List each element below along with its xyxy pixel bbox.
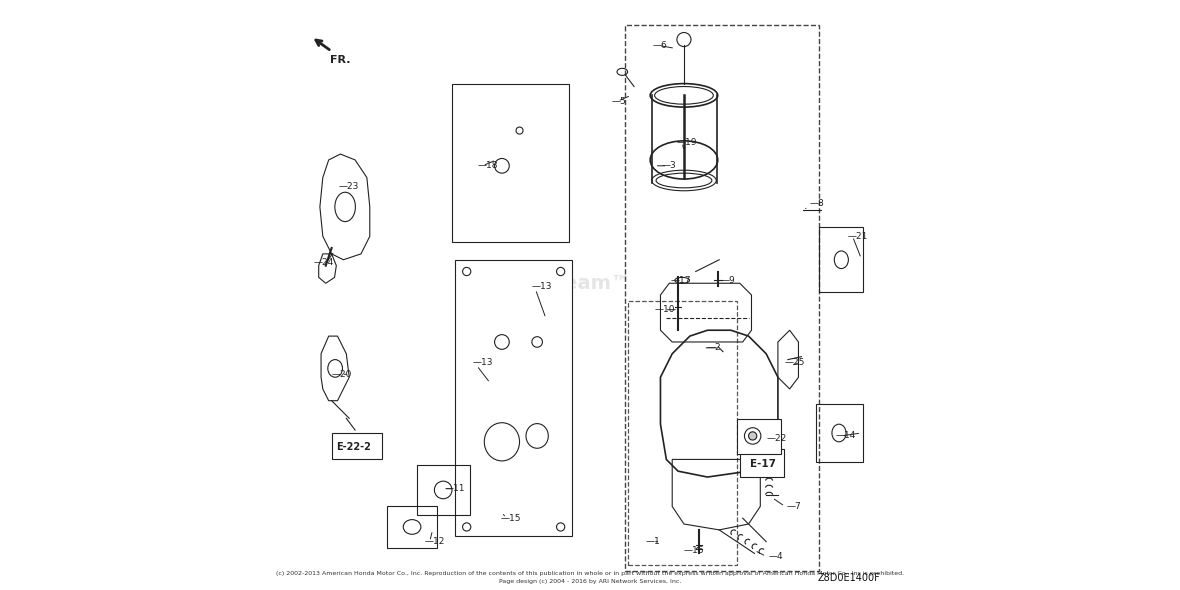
Text: —4: —4 — [768, 552, 784, 561]
Text: E-17: E-17 — [750, 458, 776, 468]
Text: —14: —14 — [835, 431, 856, 440]
Text: —10: —10 — [655, 305, 675, 314]
FancyBboxPatch shape — [740, 449, 784, 477]
Text: —11: —11 — [445, 484, 465, 493]
FancyBboxPatch shape — [332, 433, 381, 460]
Text: —3: —3 — [662, 161, 676, 171]
Text: —16: —16 — [684, 546, 704, 555]
Text: —12: —12 — [425, 537, 445, 546]
Polygon shape — [452, 84, 570, 242]
Text: FR.: FR. — [330, 55, 350, 65]
Text: —13: —13 — [472, 358, 493, 367]
Text: —24: —24 — [314, 258, 334, 267]
Text: —17: —17 — [671, 276, 691, 285]
Polygon shape — [455, 260, 572, 536]
Text: —25: —25 — [785, 358, 805, 367]
Text: —5: —5 — [611, 97, 627, 106]
Text: E-22-2: E-22-2 — [336, 441, 372, 451]
Circle shape — [748, 432, 756, 440]
Text: —22: —22 — [766, 434, 786, 443]
Text: (c) 2002-2013 American Honda Motor Co., Inc. Reproduction of the contents of thi: (c) 2002-2013 American Honda Motor Co., … — [276, 572, 904, 576]
Text: Z8D0E1400F: Z8D0E1400F — [818, 573, 880, 583]
Text: —21: —21 — [847, 232, 867, 241]
Text: —20: —20 — [332, 370, 352, 379]
Text: —19: —19 — [677, 138, 697, 147]
Text: —15: —15 — [500, 514, 522, 523]
Text: —2: —2 — [707, 343, 721, 352]
Text: —13: —13 — [531, 281, 552, 291]
Text: —23: —23 — [339, 182, 359, 191]
Text: —7: —7 — [786, 502, 801, 511]
FancyBboxPatch shape — [736, 419, 781, 454]
Text: —8: —8 — [809, 199, 825, 208]
Text: —6: —6 — [653, 41, 668, 50]
Text: Page design (c) 2004 - 2016 by ARI Network Services, Inc.: Page design (c) 2004 - 2016 by ARI Netwo… — [499, 579, 681, 584]
Text: —9: —9 — [721, 276, 735, 285]
Text: AriPartStream™: AriPartStream™ — [454, 274, 631, 293]
Text: —1: —1 — [645, 537, 661, 546]
Text: —18: —18 — [477, 161, 498, 171]
